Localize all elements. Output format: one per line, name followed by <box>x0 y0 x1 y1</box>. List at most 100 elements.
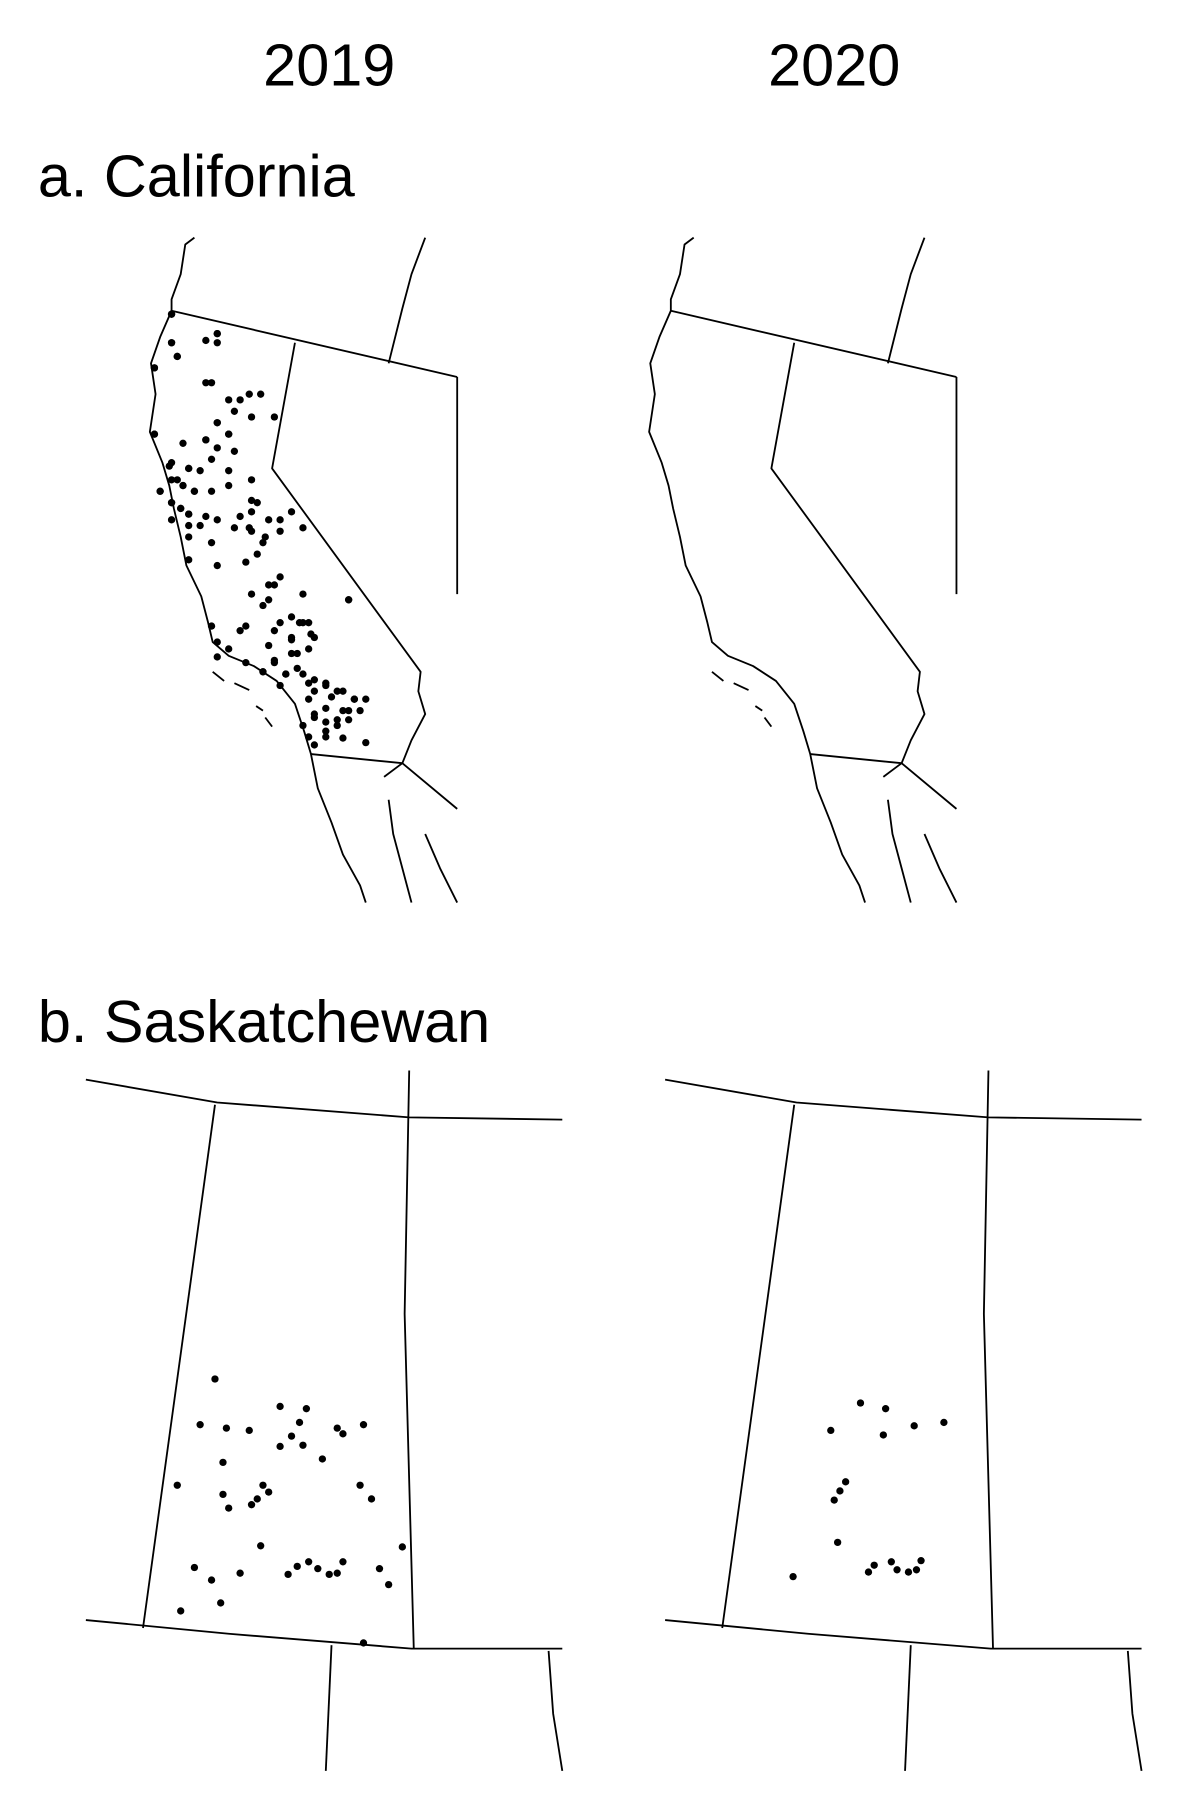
site-dot <box>230 524 239 532</box>
site-dot <box>287 636 296 644</box>
site-dot <box>339 687 347 695</box>
site-dot <box>225 481 233 490</box>
panel-label: b. Saskatchewan <box>38 988 490 1055</box>
site-dot <box>173 352 181 361</box>
site-dot <box>265 641 273 650</box>
site-dot <box>299 721 307 730</box>
site-dot <box>245 1426 253 1435</box>
site-dot <box>257 390 265 398</box>
site-dot <box>213 653 221 661</box>
site-dot <box>287 649 296 658</box>
site-dot <box>282 670 290 678</box>
boundary <box>171 309 458 378</box>
boundary <box>733 682 749 691</box>
site-dot <box>247 508 256 516</box>
site-dot <box>202 336 210 345</box>
site-dot <box>213 444 221 452</box>
site-dot <box>276 516 284 524</box>
site-dot <box>213 516 221 524</box>
site-dot <box>185 521 193 530</box>
boundary <box>148 236 367 903</box>
site-dot <box>362 738 370 747</box>
site-dot <box>864 1568 873 1576</box>
boundary <box>770 342 926 764</box>
boundary <box>264 716 273 728</box>
site-dot <box>265 596 273 604</box>
boundary <box>904 1645 912 1771</box>
site-dot <box>196 1421 204 1429</box>
site-dot <box>207 1576 216 1584</box>
site-dot <box>230 447 239 455</box>
site-dot <box>225 396 233 404</box>
site-dot <box>287 1432 296 1440</box>
site-dot <box>314 1564 322 1573</box>
site-dot <box>293 664 301 673</box>
site-dot <box>259 539 267 547</box>
site-dot <box>167 516 176 524</box>
site-dot <box>305 645 313 653</box>
site-dot <box>259 668 267 676</box>
site-dot <box>236 1569 244 1577</box>
site-dot <box>173 1481 181 1489</box>
site-dot <box>350 695 359 703</box>
site-dot <box>299 670 307 678</box>
boundary <box>383 762 458 810</box>
site-dot <box>333 721 341 730</box>
site-dot <box>398 1543 407 1551</box>
column-title: 2020 <box>768 32 900 99</box>
site-dot <box>207 455 216 463</box>
site-dot <box>247 413 256 421</box>
site-dot <box>333 687 341 695</box>
site-dot <box>276 573 284 581</box>
site-dot <box>827 1426 835 1435</box>
site-dot <box>270 627 279 635</box>
site-dot <box>367 1495 376 1503</box>
site-dot <box>265 581 273 589</box>
boundary <box>255 705 264 712</box>
site-dot <box>265 1488 273 1496</box>
site-dot <box>879 1431 887 1439</box>
boundary <box>271 342 427 764</box>
site-dot <box>339 734 347 742</box>
boundary <box>387 237 427 364</box>
site-dot <box>150 364 159 372</box>
boundary <box>982 1070 994 1649</box>
boundary <box>387 799 413 903</box>
site-dot <box>276 681 284 690</box>
site-dot <box>185 510 193 518</box>
site-dot <box>245 524 253 532</box>
site-dot <box>202 436 210 444</box>
site-dot <box>270 656 279 665</box>
site-dot <box>265 516 273 524</box>
boundary <box>85 1078 563 1121</box>
site-dot <box>856 1399 865 1407</box>
boundary <box>754 705 763 712</box>
boundary <box>85 1619 563 1650</box>
site-dot <box>253 550 261 558</box>
site-dot <box>270 581 279 589</box>
site-dot <box>322 704 330 713</box>
site-dot <box>177 1607 185 1615</box>
site-dot <box>344 706 353 715</box>
site-dot <box>333 716 341 724</box>
site-dot <box>910 1422 918 1430</box>
site-dot <box>325 1570 333 1579</box>
site-dot <box>222 1424 231 1432</box>
site-dot <box>912 1566 921 1574</box>
boundary <box>810 753 902 765</box>
site-dot <box>893 1566 901 1574</box>
site-dot <box>156 487 164 495</box>
site-dot <box>219 1490 227 1499</box>
boundary <box>310 753 403 765</box>
boundary <box>547 1650 564 1772</box>
site-dot <box>253 499 261 507</box>
site-dot <box>841 1478 850 1486</box>
site-dot <box>167 459 176 467</box>
site-dot <box>179 481 187 490</box>
site-dot <box>261 533 269 541</box>
site-dot <box>247 496 256 505</box>
site-dot <box>344 716 353 724</box>
site-dot <box>305 733 313 741</box>
site-dot <box>299 524 307 532</box>
